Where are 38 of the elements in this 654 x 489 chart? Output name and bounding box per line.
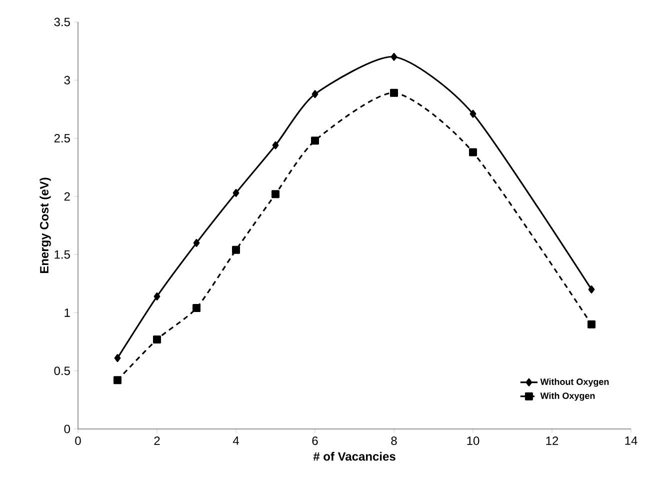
point bbox=[311, 136, 319, 145]
x-tick-label: 10 bbox=[467, 436, 480, 446]
x-tick-label: 2 bbox=[154, 436, 160, 445]
x-tick-label: 4 bbox=[232, 436, 239, 445]
point bbox=[390, 88, 398, 97]
y-tick-label: 0 bbox=[64, 424, 70, 434]
point bbox=[470, 110, 476, 118]
x-axis-title: # of Vacancies bbox=[313, 452, 396, 461]
point bbox=[272, 190, 280, 198]
y-tick-label: 2 bbox=[64, 192, 70, 201]
point bbox=[153, 335, 162, 344]
point bbox=[232, 246, 240, 254]
point bbox=[114, 354, 121, 362]
point bbox=[192, 304, 200, 312]
y-tick-label: 3.5 bbox=[54, 18, 70, 26]
x-tick-label: 8 bbox=[391, 436, 397, 446]
legend-label: With Oxygen bbox=[540, 392, 595, 401]
point bbox=[193, 238, 200, 247]
legend-label: Without Oxygen bbox=[540, 378, 609, 387]
point bbox=[154, 292, 160, 300]
point bbox=[588, 320, 596, 328]
point bbox=[232, 188, 240, 197]
point bbox=[114, 376, 122, 384]
point bbox=[312, 90, 318, 98]
point bbox=[588, 285, 595, 294]
y-axis-title: Energy Cost (eV) bbox=[40, 178, 51, 274]
x-tick-label: 14 bbox=[625, 436, 638, 445]
point bbox=[390, 52, 398, 61]
y-tick-label: 3 bbox=[64, 76, 70, 84]
y-tick-label: 1.5 bbox=[54, 250, 70, 259]
x-tick-label: 12 bbox=[546, 436, 558, 445]
y-tick-label: 2.5 bbox=[54, 134, 70, 143]
y-tick-label: 1 bbox=[64, 308, 70, 317]
y-tick-label: 0.5 bbox=[54, 366, 70, 376]
x-tick-label: 6 bbox=[312, 436, 318, 446]
point bbox=[272, 141, 279, 150]
x-tick-label: 0 bbox=[75, 436, 81, 446]
point bbox=[469, 148, 477, 156]
